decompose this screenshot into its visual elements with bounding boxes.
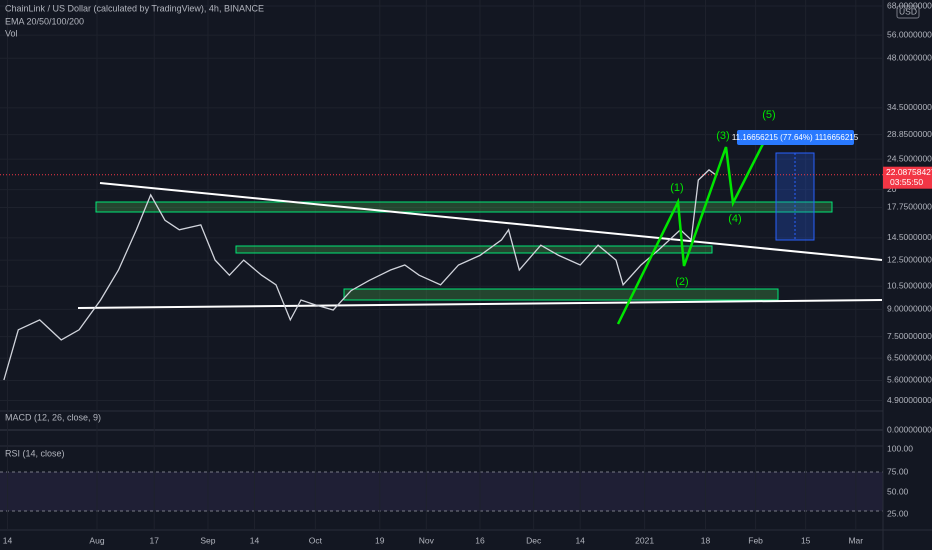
y-tick-label: 6.50000000 <box>887 352 932 362</box>
wave-label: (4) <box>728 213 741 225</box>
y-tick-label: 20 <box>887 184 897 194</box>
symbol-title: ChainLink / US Dollar (calculated by Tra… <box>5 3 264 13</box>
last-price-box <box>883 166 932 189</box>
y-tick-label: 12.50000000 <box>887 254 932 264</box>
macd-axis-label: 0.00000000 <box>887 424 932 434</box>
y-tick-label: 9.00000000 <box>887 304 932 314</box>
x-tick-label: Mar <box>848 535 863 545</box>
wave-label: (1) <box>670 182 683 194</box>
wave-label: (3) <box>716 130 729 142</box>
currency[interactable]: USD <box>899 6 917 16</box>
y-tick-label: 17.75000000 <box>887 202 932 212</box>
position-label: 11.16656215 (77.64%) 1116656215 <box>732 133 859 142</box>
y-tick-label: 56.00000000 <box>887 29 932 39</box>
x-tick-label: 17 <box>150 535 160 545</box>
zone <box>235 245 713 254</box>
x-tick-label: 18 <box>701 535 711 545</box>
elliott-wave <box>616 137 768 325</box>
rsi-axis-label: 75.00 <box>887 466 909 476</box>
y-tick-label: 28.85000000 <box>887 129 932 139</box>
currency-box[interactable] <box>896 5 920 19</box>
rsi-axis-label: 50.00 <box>887 486 909 496</box>
trendline <box>99 182 883 261</box>
x-tick-label: 19 <box>375 535 385 545</box>
y-tick-label: 14.50000000 <box>887 232 932 242</box>
x-tick-label: 2021 <box>635 535 654 545</box>
rsi-label: RSI (14, close) <box>5 448 65 458</box>
price-line <box>3 169 717 381</box>
y-tick-label: 34.50000000 <box>887 102 932 112</box>
x-tick-label: Dec <box>526 535 542 545</box>
x-tick-label: 14 <box>3 535 13 545</box>
x-tick-label: 15 <box>801 535 811 545</box>
y-tick-label: 5.60000000 <box>887 375 932 385</box>
x-tick-label: 14 <box>250 535 260 545</box>
y-tick-label: 7.50000000 <box>887 331 932 341</box>
x-tick-label: Feb <box>748 535 763 545</box>
rsi-axis-label: 100.00 <box>887 443 913 453</box>
countdown: 03:55:50 <box>890 177 923 187</box>
x-tick-label: 14 <box>575 535 585 545</box>
x-tick-label: Sep <box>200 535 215 545</box>
zone <box>95 201 833 213</box>
y-tick-label: 10.50000000 <box>887 280 932 290</box>
vol-label: Vol <box>5 28 18 38</box>
macd-label: MACD (12, 26, close, 9) <box>5 412 101 422</box>
wave-label: (2) <box>675 276 688 288</box>
x-tick-label: Oct <box>309 535 323 545</box>
y-tick-label: 48.00000000 <box>887 53 932 63</box>
ema-label: EMA 20/50/100/200 <box>5 16 84 26</box>
x-tick-label: Nov <box>419 535 435 545</box>
last-price-label: 22.08758427 <box>886 167 932 177</box>
y-tick-label: 4.90000000 <box>887 395 932 405</box>
wave-label: (5) <box>762 109 775 121</box>
x-tick-label: 16 <box>475 535 485 545</box>
y-tick-label: 24.50000000 <box>887 153 932 163</box>
rsi-band <box>0 472 883 511</box>
x-tick-label: Aug <box>89 535 104 545</box>
y-tick-label: 68.00000000 <box>887 0 932 10</box>
trendline <box>77 299 883 309</box>
rsi-axis-label: 25.00 <box>887 508 909 518</box>
position-label-box <box>737 130 854 145</box>
zone <box>343 288 779 301</box>
